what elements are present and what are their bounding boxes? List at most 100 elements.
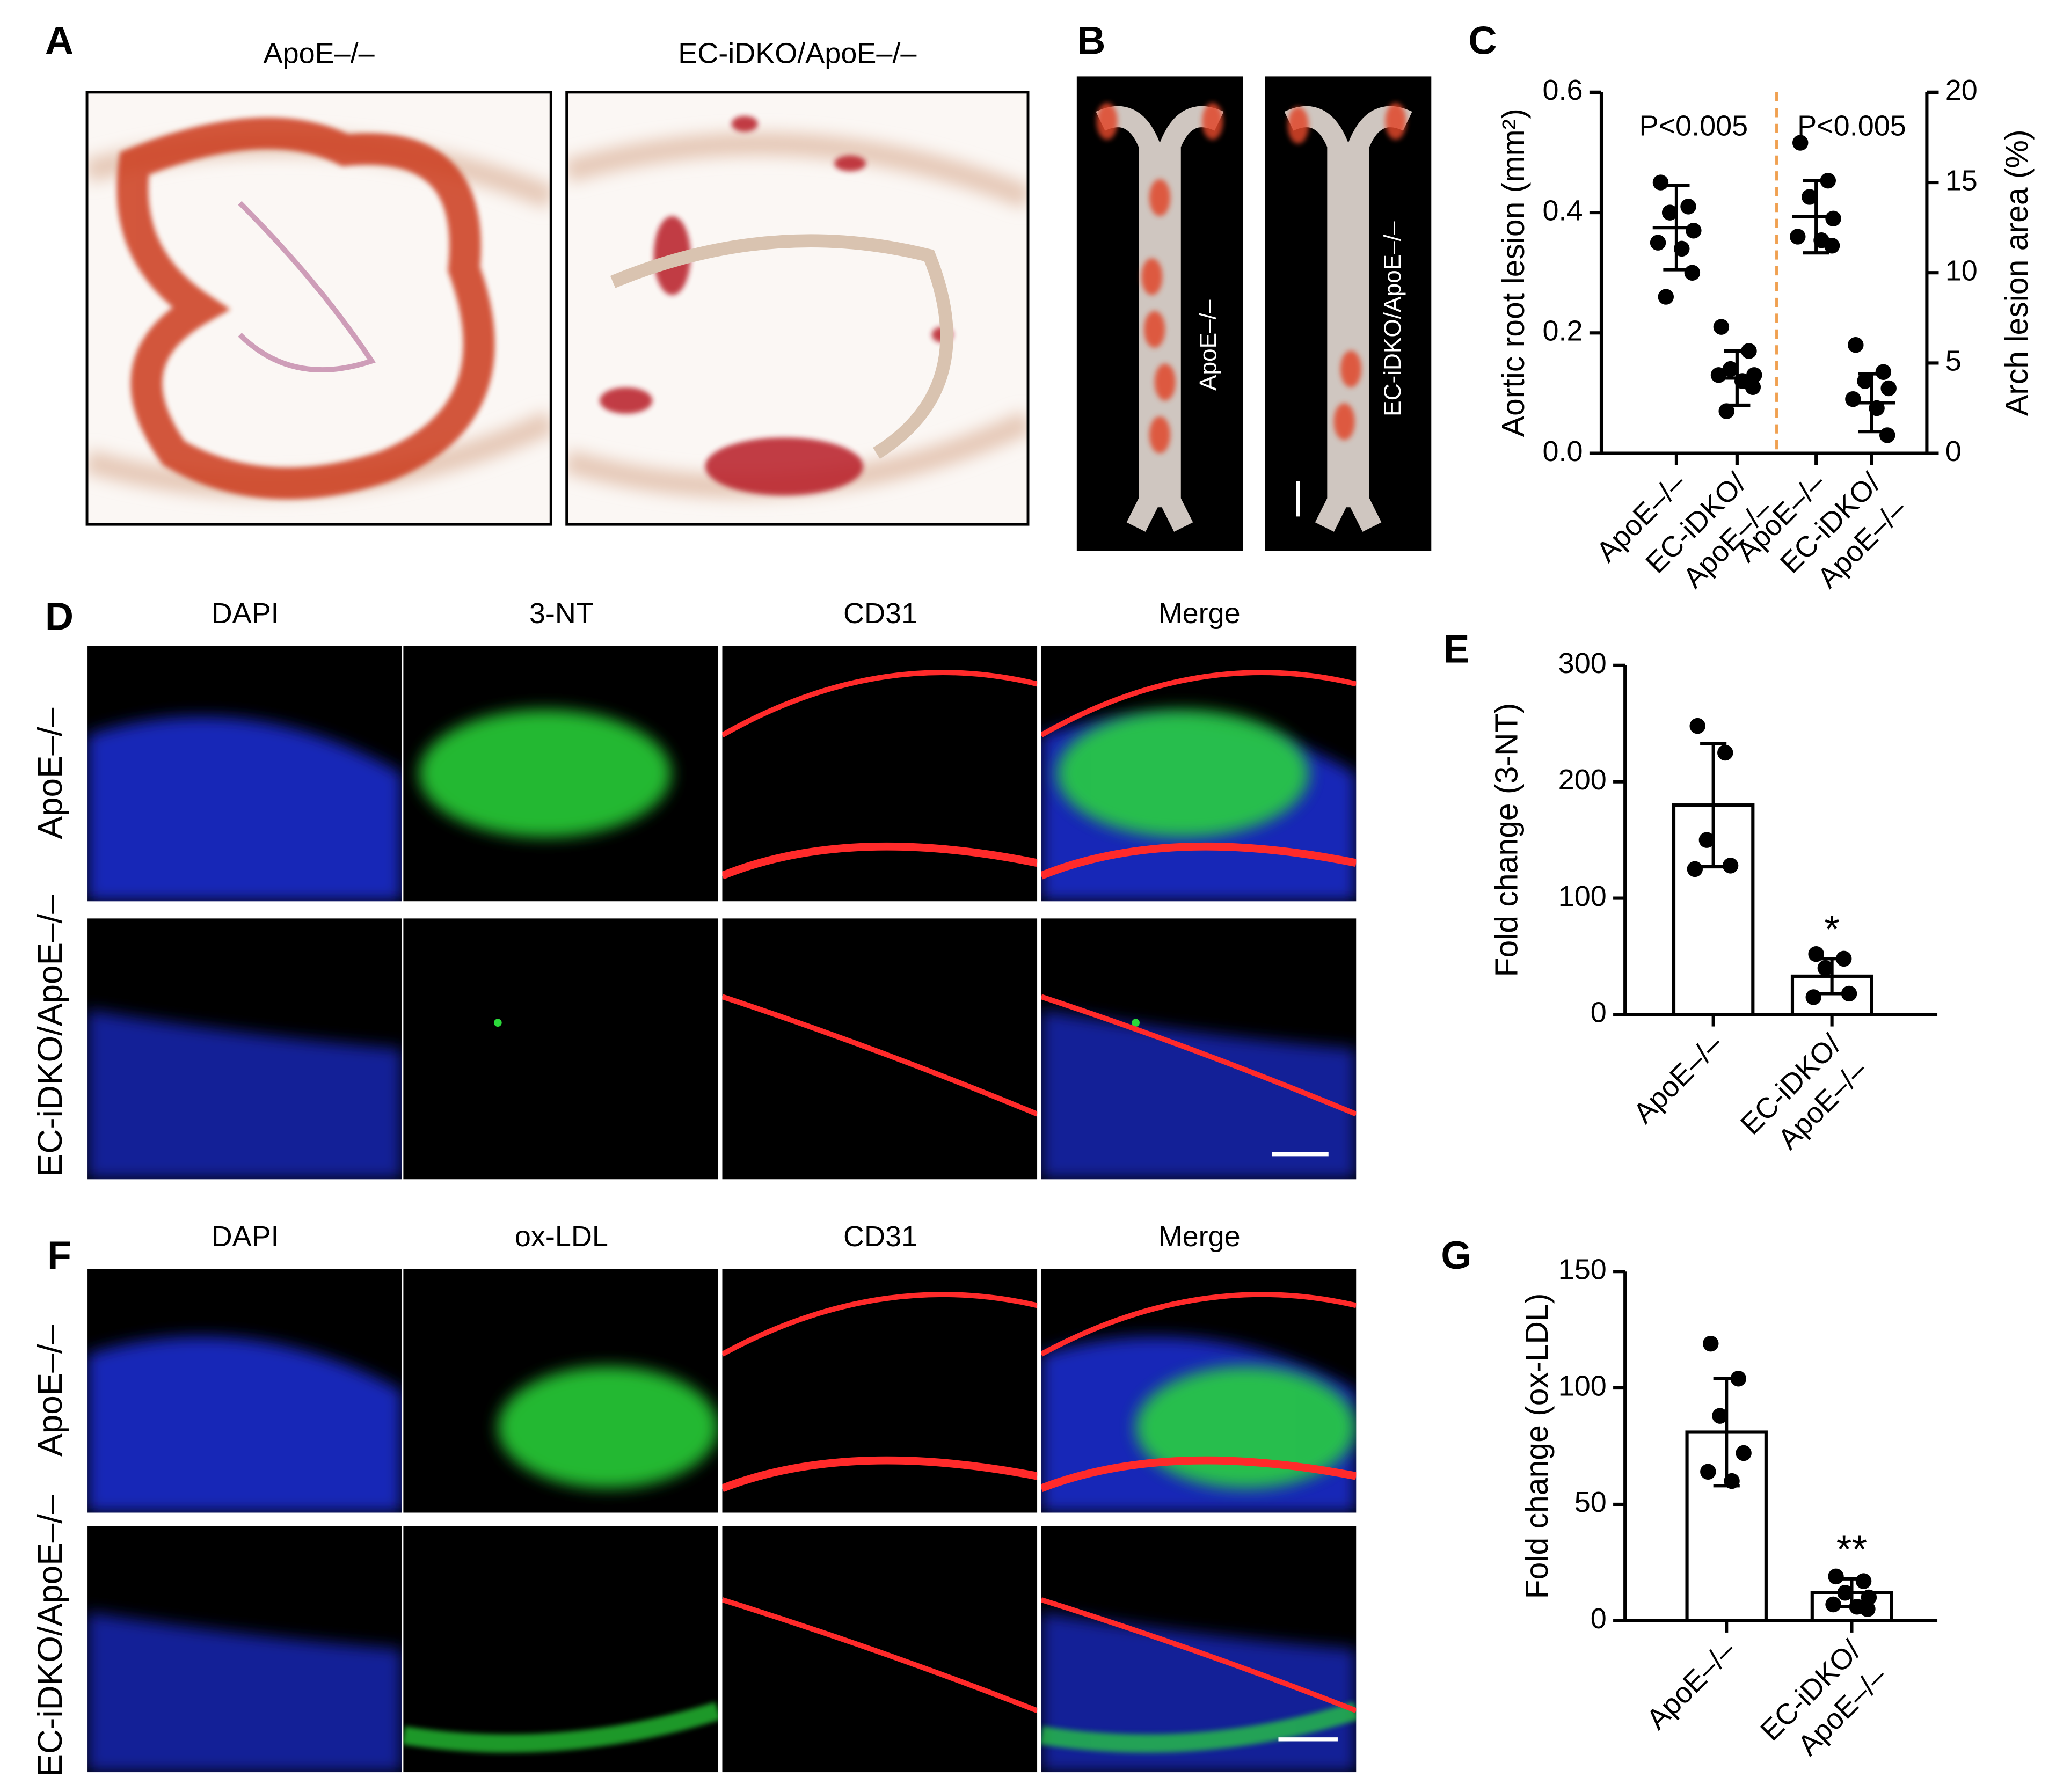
image-group bbox=[87, 1269, 402, 1513]
row-label: EC-iDKO/ApoE–/– bbox=[31, 895, 69, 1177]
dot bbox=[1686, 223, 1702, 239]
dot bbox=[1879, 427, 1895, 443]
row-label: EC-iDKO/ApoE–/– bbox=[31, 1495, 69, 1777]
vessel bbox=[722, 1456, 1038, 1492]
dot bbox=[1845, 391, 1861, 407]
tick-label: 0.6 bbox=[1543, 74, 1583, 106]
dot bbox=[1680, 199, 1696, 215]
panel-label: G bbox=[1441, 1233, 1471, 1277]
panel-label: F bbox=[47, 1233, 71, 1277]
tick-label: 100 bbox=[1558, 880, 1607, 912]
image-group bbox=[87, 92, 551, 525]
signal bbox=[1041, 1701, 1357, 1753]
dot bbox=[1861, 1589, 1877, 1606]
column-header: ox-LDL bbox=[515, 1220, 608, 1253]
row-label: ApoE–/– bbox=[31, 1325, 69, 1456]
dot bbox=[1824, 238, 1840, 254]
image-group bbox=[1041, 918, 1357, 1180]
tick-label: 0.2 bbox=[1543, 315, 1583, 347]
image-group bbox=[1041, 1526, 1357, 1773]
dot bbox=[1712, 1408, 1728, 1424]
dot bbox=[1825, 1596, 1841, 1613]
tick-label: 10 bbox=[1945, 254, 1978, 287]
dot bbox=[1736, 1445, 1752, 1461]
dot bbox=[1880, 380, 1897, 397]
stain bbox=[238, 201, 376, 372]
axis-title: Fold change (ox-LDL) bbox=[1520, 1293, 1555, 1599]
dot bbox=[1792, 135, 1809, 151]
dot bbox=[1825, 210, 1841, 227]
stain bbox=[1149, 416, 1171, 454]
tick-label: 100 bbox=[1558, 1370, 1607, 1402]
significance: * bbox=[1824, 907, 1840, 952]
tick-label: 300 bbox=[1558, 647, 1607, 679]
stain bbox=[1144, 311, 1165, 348]
vessel bbox=[722, 842, 1038, 880]
dot bbox=[1855, 1573, 1872, 1589]
vessel bbox=[722, 670, 1038, 737]
dapi bbox=[87, 1612, 402, 1773]
image-group bbox=[87, 1526, 402, 1773]
dot bbox=[1717, 744, 1733, 761]
vessel bbox=[1041, 1456, 1357, 1492]
tick-label: 5 bbox=[1945, 345, 1962, 377]
dapi bbox=[87, 1336, 402, 1513]
image-group bbox=[403, 646, 719, 902]
significance: ** bbox=[1836, 1527, 1867, 1571]
stain bbox=[1096, 103, 1118, 140]
image-border bbox=[85, 91, 552, 526]
vessel bbox=[1041, 1292, 1357, 1357]
vessel bbox=[1041, 994, 1357, 1117]
dot bbox=[1689, 718, 1705, 734]
dot bbox=[1790, 229, 1806, 245]
signal bbox=[1132, 1019, 1140, 1027]
dot bbox=[1722, 858, 1739, 874]
dot bbox=[1875, 364, 1892, 380]
column-header: CD31 bbox=[843, 597, 917, 630]
dot bbox=[1718, 403, 1734, 419]
vessel bbox=[1041, 670, 1357, 737]
tick-label: 0.4 bbox=[1543, 194, 1583, 226]
tick-label: 150 bbox=[1558, 1253, 1607, 1285]
dot bbox=[1860, 1601, 1876, 1617]
tick-label: 0 bbox=[1945, 435, 1962, 467]
image bbox=[722, 918, 1038, 1180]
stain bbox=[1287, 106, 1309, 144]
tick-label: 200 bbox=[1558, 764, 1607, 796]
texture bbox=[610, 234, 953, 459]
image-label: ApoE–/– bbox=[1195, 299, 1221, 391]
aorta bbox=[1332, 145, 1365, 508]
dot bbox=[1652, 174, 1669, 191]
annotation: P<0.005 bbox=[1797, 109, 1906, 142]
image-group bbox=[87, 646, 402, 902]
column-header: CD31 bbox=[843, 1220, 917, 1253]
dot bbox=[1703, 1335, 1719, 1352]
image-group bbox=[1041, 1269, 1357, 1513]
dot bbox=[1658, 289, 1674, 305]
tick-label: 15 bbox=[1945, 164, 1978, 196]
axis-title: Aortic root lesion (mm²) bbox=[1496, 108, 1531, 437]
dot bbox=[1713, 319, 1730, 335]
dapi bbox=[1041, 1010, 1357, 1180]
annotation: P<0.005 bbox=[1639, 109, 1748, 142]
dot bbox=[1684, 265, 1701, 281]
axis-title: Fold change (3-NT) bbox=[1490, 703, 1525, 977]
stain bbox=[834, 155, 866, 172]
dot bbox=[1661, 204, 1678, 221]
tick-label: 20 bbox=[1945, 74, 1978, 106]
dot bbox=[1700, 1464, 1716, 1480]
tick-label: 0.0 bbox=[1543, 435, 1583, 467]
dot bbox=[1841, 985, 1857, 1002]
panel-label: C bbox=[1468, 18, 1497, 62]
dot bbox=[1722, 361, 1739, 377]
panel-label: E bbox=[1443, 627, 1469, 671]
dapi bbox=[87, 716, 402, 902]
dot bbox=[1857, 373, 1873, 389]
image bbox=[722, 1526, 1038, 1773]
panel-label: B bbox=[1077, 18, 1105, 62]
stain bbox=[1333, 403, 1355, 441]
dot bbox=[1837, 1585, 1853, 1601]
signal bbox=[498, 1366, 718, 1489]
